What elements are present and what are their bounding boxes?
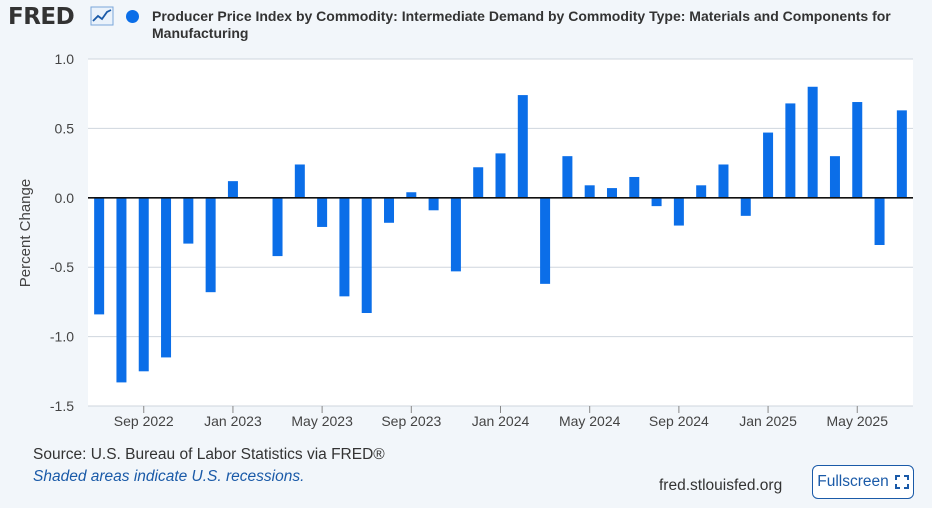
bar[interactable] — [205, 197, 216, 293]
chart-title: Producer Price Index by Commodity: Inter… — [152, 8, 891, 41]
bar[interactable] — [473, 167, 484, 198]
bar[interactable] — [495, 153, 506, 198]
bar[interactable] — [294, 164, 305, 198]
bar[interactable] — [384, 197, 395, 223]
plot-background — [88, 59, 913, 406]
bar[interactable] — [807, 86, 818, 198]
x-tick-label: May 2023 — [291, 413, 353, 429]
source-note: Source: U.S. Bureau of Labor Statistics … — [33, 446, 385, 463]
bar[interactable] — [740, 197, 751, 216]
bar[interactable] — [896, 110, 907, 198]
bar[interactable] — [718, 164, 729, 198]
x-tick-label: Sep 2024 — [649, 413, 709, 429]
bar[interactable] — [629, 176, 640, 198]
bar[interactable] — [161, 197, 172, 358]
bar[interactable] — [606, 188, 617, 198]
bar[interactable] — [428, 197, 439, 211]
x-tick-label: Sep 2023 — [381, 413, 441, 429]
x-tick-label: Jan 2023 — [204, 413, 262, 429]
bar[interactable] — [227, 181, 238, 198]
y-axis-label: Percent Change — [17, 179, 34, 287]
line-chart-icon — [90, 6, 114, 26]
legend-marker — [126, 10, 139, 23]
y-tick-labels: 1.0 0.5 0.0 -0.5 -1.0 -1.5 — [50, 51, 74, 414]
y-tick-label: -1.5 — [50, 398, 74, 414]
x-tick-label: Jan 2024 — [472, 413, 530, 429]
bar[interactable] — [673, 197, 684, 226]
bar[interactable] — [874, 197, 885, 245]
y-tick-label: 1.0 — [55, 51, 75, 67]
bar[interactable] — [651, 197, 662, 207]
bar[interactable] — [138, 197, 149, 372]
fullscreen-label: Fullscreen — [817, 473, 889, 490]
y-tick-label: 0.0 — [55, 190, 75, 206]
bar[interactable] — [584, 185, 595, 198]
bar[interactable] — [763, 132, 774, 198]
expand-icon — [894, 475, 909, 489]
fred-logo[interactable]: FRED — [8, 4, 75, 30]
fullscreen-button[interactable]: Fullscreen — [812, 465, 914, 499]
x-ticks: Sep 2022 Jan 2023 May 2023 Sep 2023 Jan 2024… — [114, 406, 888, 429]
bar[interactable] — [339, 197, 350, 297]
bar[interactable] — [829, 156, 840, 198]
bar[interactable] — [540, 197, 551, 284]
bar[interactable] — [183, 197, 194, 244]
x-tick-label: Sep 2022 — [114, 413, 174, 429]
bar[interactable] — [562, 156, 573, 198]
bar[interactable] — [696, 185, 707, 198]
x-tick-label: May 2024 — [559, 413, 621, 429]
bar[interactable] — [450, 197, 461, 272]
y-tick-label: -1.0 — [50, 329, 74, 345]
chart-area: 1.0 0.5 0.0 -0.5 -1.0 -1.5 Sep 2022 Jan 2023 Ma… — [17, 51, 913, 429]
bars — [94, 86, 907, 383]
bar[interactable] — [785, 103, 796, 198]
x-tick-label: Jan 2025 — [739, 413, 797, 429]
recession-note: Shaded areas indicate U.S. recessions. — [33, 468, 305, 485]
bar[interactable] — [116, 197, 127, 383]
bar[interactable] — [361, 197, 372, 314]
y-tick-label: -0.5 — [50, 259, 74, 275]
bar[interactable] — [272, 197, 283, 257]
x-tick-label: May 2025 — [827, 413, 889, 429]
site-url[interactable]: fred.stlouisfed.org — [659, 477, 783, 494]
bar[interactable] — [852, 102, 863, 198]
chart-header: FRED Producer Price Index by Commodity: … — [0, 0, 932, 48]
bar[interactable] — [94, 197, 105, 315]
bar[interactable] — [517, 95, 528, 198]
bar[interactable] — [406, 192, 417, 198]
bar[interactable] — [317, 197, 328, 227]
y-tick-label: 0.5 — [55, 120, 75, 136]
